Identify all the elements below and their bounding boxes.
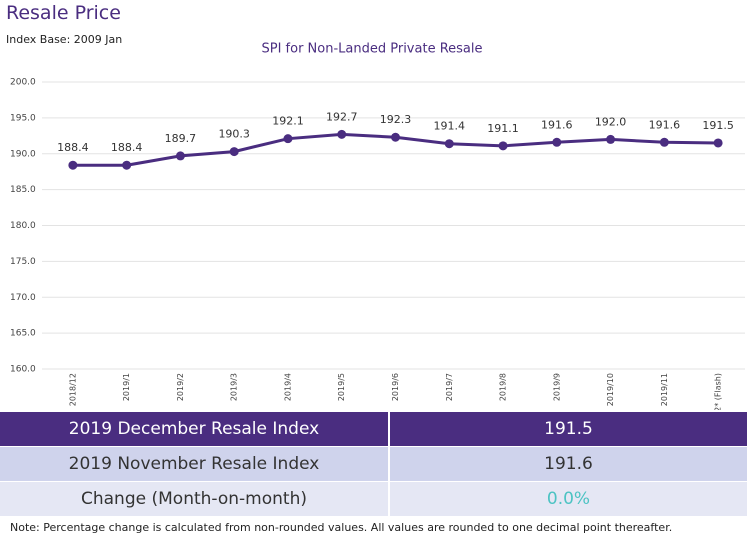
point [175,151,185,161]
point [283,134,293,144]
x-tick-label: 2019/10 [606,373,615,406]
subtitle: Index Base: 2009 Jan [6,33,123,46]
y-tick-label: 195.0 [10,113,36,123]
x-tick-label: 2019/7 [445,373,454,401]
page-title: Resale Price [6,2,121,24]
x-tick-label: 2019/12* (Flash) [714,373,723,410]
y-tick-label: 180.0 [10,221,36,231]
row-label: 2019 December Resale Index [0,412,388,446]
point [391,132,400,142]
row-value: 0.0% [390,482,747,516]
y-tick-label: 160.0 [10,365,36,375]
data-label: 190.3 [218,128,250,141]
row-value: 191.5 [390,412,747,446]
point [659,137,669,147]
note: Note: Percentage change is calculated fr… [10,521,673,534]
y-tick-label: 175.0 [10,257,36,267]
data-label: 191.1 [487,122,519,135]
y-tick-label: 200.0 [10,78,36,88]
x-tick-label: 2019/3 [230,373,239,401]
x-tick-label: 2019/9 [552,373,561,401]
x-tick-label: 2019/1 [122,373,131,401]
x-tick-label: 2019/2 [176,373,185,401]
data-label: 191.5 [702,119,734,132]
row-label: 2019 November Resale Index [0,447,388,481]
data-label: 192.7 [326,110,358,123]
row-value: 191.6 [390,447,747,481]
data-label: 191.6 [541,118,573,131]
x-tick-label: 2018/12 [68,373,77,406]
y-tick-label: 185.0 [10,185,36,195]
data-label: 188.4 [57,141,89,154]
y-tick-label: 170.0 [10,293,36,303]
x-tick-label: 2019/4 [283,373,292,401]
point [552,137,562,147]
data-label: 192.3 [380,113,412,126]
x-tick-label: 2019/11 [660,373,669,406]
point [498,141,508,151]
point [229,147,239,157]
point [68,160,78,170]
point [713,138,723,148]
data-label: 188.4 [111,141,143,154]
point [122,160,132,170]
y-tick-label: 165.0 [10,329,36,339]
point [606,134,616,144]
data-label: 192.1 [272,115,304,128]
row-label: Change (Month-on-month) [0,482,388,516]
data-label: 189.7 [165,132,197,145]
chart-title: SPI for Non-Landed Private Resale [261,42,482,57]
x-tick-label: 2019/6 [391,373,400,401]
x-tick-label: 2019/8 [499,373,508,401]
data-label: 191.6 [649,118,681,131]
chart: SPI for Non-Landed Private Resale 160.0 1… [10,42,745,410]
y-tick-label: 190.0 [10,149,36,159]
point [444,139,454,149]
data-label: 191.4 [434,120,466,133]
x-tick-label: 2019/5 [337,373,346,401]
data-label: 192.0 [595,115,627,128]
point [337,129,347,139]
